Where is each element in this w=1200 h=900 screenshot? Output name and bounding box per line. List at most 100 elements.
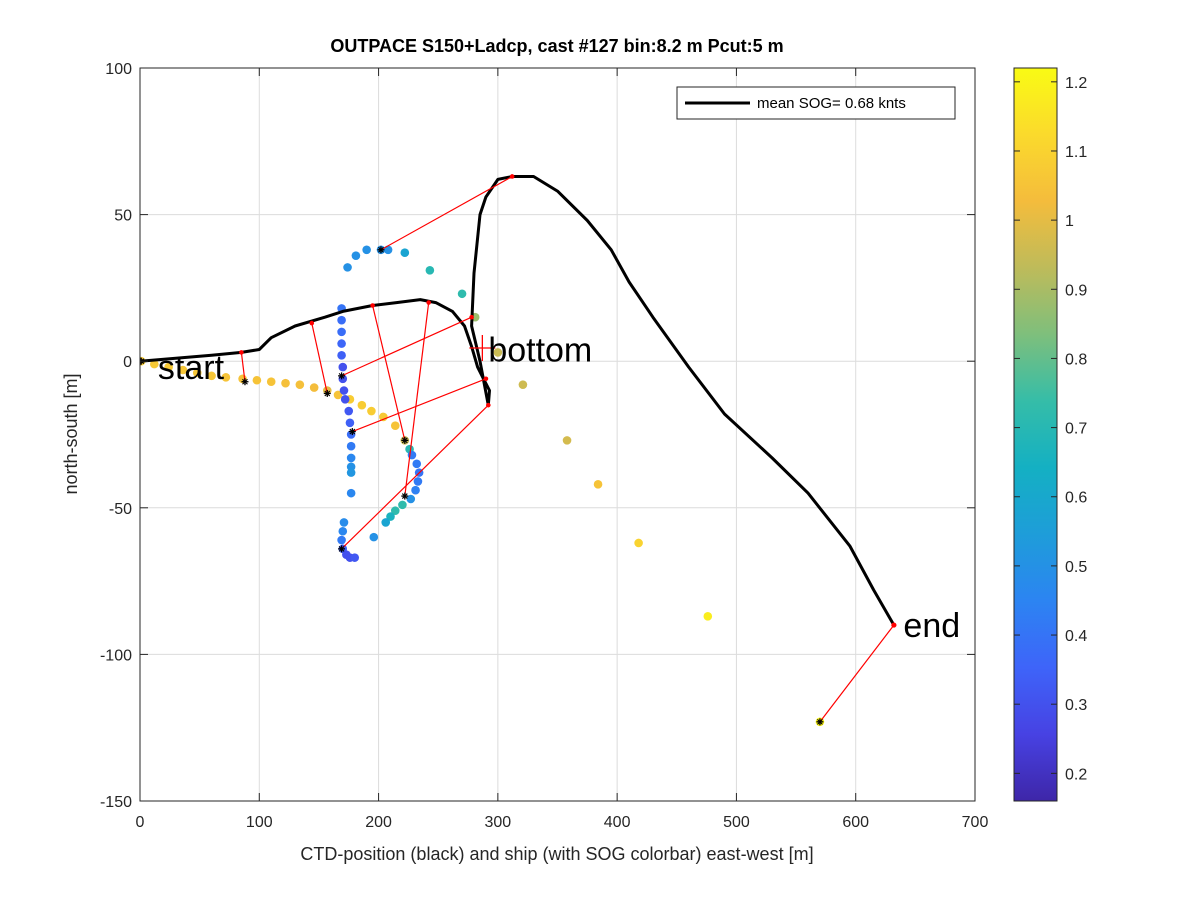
ship-sog-point [367, 406, 376, 416]
ctd-link-point [509, 174, 515, 179]
plot-area-frame [139, 67, 976, 802]
ship-sog-point [337, 351, 346, 360]
x-tick-label: 100 [246, 814, 273, 831]
ship-sog-point [350, 553, 360, 562]
legend: mean SOG= 0.68 knts [676, 86, 956, 120]
ship-sog-point [400, 248, 410, 258]
x-tick-label: 0 [136, 814, 145, 831]
end-marker [891, 622, 897, 628]
ship-sog-point [207, 371, 216, 381]
ship-link-point [323, 389, 331, 397]
ship-link-point [377, 246, 385, 254]
ship-sog-point [406, 494, 416, 504]
ship-sog-point [338, 362, 348, 372]
y-tick-label: 0 [123, 354, 132, 371]
ship-sog-point [345, 418, 355, 428]
x-tick-label: 400 [604, 814, 631, 831]
ctd-ship-link [380, 175, 513, 251]
x-tick-label: 200 [365, 814, 392, 831]
ship-sog-point [386, 512, 395, 521]
colorbar-tick-label: 0.2 [1065, 766, 1087, 783]
ship-sog-point [411, 485, 420, 495]
y-tick-label: -50 [109, 501, 132, 518]
ship-sog-point [390, 421, 400, 431]
ship-sog-point [338, 526, 348, 536]
ctd-link-point [426, 300, 431, 305]
annotation-start: start [158, 349, 225, 387]
y-axis-label: north-south [m] [61, 373, 81, 494]
colorbar-tick-label: 0.4 [1065, 628, 1087, 645]
ship-sog-point [340, 395, 350, 404]
x-tick-label: 600 [842, 814, 869, 831]
ctd-link-point [483, 376, 489, 382]
annotations: start bottom end [158, 331, 960, 645]
ship-sog-point [192, 368, 202, 378]
ship-sog-point [518, 380, 528, 389]
colorbar-tick-label: 1.1 [1065, 144, 1087, 161]
ship-sog-point [178, 365, 188, 375]
x-tick-label: 500 [723, 814, 750, 831]
ship-sog-point [337, 339, 346, 348]
colorbar: 1.2 1.1 1 0.9 0.8 0.7 0.6 0.5 0.4 0.3 0.2 [1013, 67, 1087, 802]
ctd-ship-link [341, 404, 489, 550]
ship-sog-point [562, 436, 572, 445]
y-tick-label: 100 [105, 61, 132, 78]
ship-sog-point [252, 375, 262, 385]
ship-link-point [348, 428, 356, 436]
ship-link-point [338, 545, 346, 553]
ship-link-point [338, 372, 346, 380]
colorbar-tick-label: 0.3 [1065, 697, 1087, 714]
ship-sog-point [343, 263, 352, 272]
ctd-ship-link [341, 316, 472, 377]
plot-area-background [140, 68, 975, 801]
ship-sog-point [337, 327, 346, 337]
colorbar-tick-label: 0.9 [1065, 282, 1087, 299]
ship-sog-point [295, 380, 305, 389]
ctd-ship-link [819, 624, 895, 723]
ctd-ship-link [372, 305, 406, 441]
ship-sog-point [339, 518, 349, 527]
colorbar-gradient [1013, 67, 1058, 802]
ship-sog-point [457, 289, 467, 299]
ctd-link-point [370, 303, 375, 308]
ship-sog-point [281, 378, 290, 388]
ship-sog-point [346, 468, 356, 477]
x-axis-label: CTD-position (black) and ship (with SOG … [300, 844, 813, 864]
ship-sog-point [357, 400, 367, 410]
ctd-link-point [239, 350, 244, 355]
ship-sog-point [398, 500, 407, 510]
colorbar-tick-label: 1 [1065, 213, 1074, 230]
ship-sog-point [333, 390, 343, 400]
ctd-ship-link [352, 378, 487, 433]
annotation-bottom: bottom [488, 331, 592, 369]
ctd-link-point [486, 402, 491, 408]
ctd-ship-link [311, 322, 328, 394]
ship-sog-point [390, 506, 400, 516]
annotation-end: end [903, 607, 960, 645]
y-tick-label: -100 [100, 647, 132, 664]
ctd-ship-link [240, 352, 246, 382]
ship-sog-point [412, 459, 422, 469]
ship-sog-point [309, 383, 319, 392]
y-tick-label: 50 [114, 208, 132, 225]
ship-sog-point [337, 535, 346, 545]
ship-link-point [816, 718, 824, 726]
ship-sog-point [346, 488, 356, 498]
x-tick-label: 700 [962, 814, 989, 831]
ship-link-point [401, 436, 409, 444]
ship-sog-point [266, 377, 276, 387]
colorbar-tick-label: 0.7 [1065, 421, 1087, 438]
ship-sog-point [221, 373, 231, 382]
colorbar-tick-label: 0.5 [1065, 559, 1087, 576]
ship-link-point [401, 492, 409, 500]
ship-sog-point [362, 245, 371, 255]
ship-sog-point [703, 611, 713, 621]
ctd-link-point [469, 314, 474, 320]
ship-sog-point [346, 453, 356, 463]
ship-sog-point [351, 251, 361, 260]
ship-sog-point [339, 386, 349, 395]
ship-sog-point [150, 359, 159, 369]
bottom-marker [469, 335, 496, 362]
